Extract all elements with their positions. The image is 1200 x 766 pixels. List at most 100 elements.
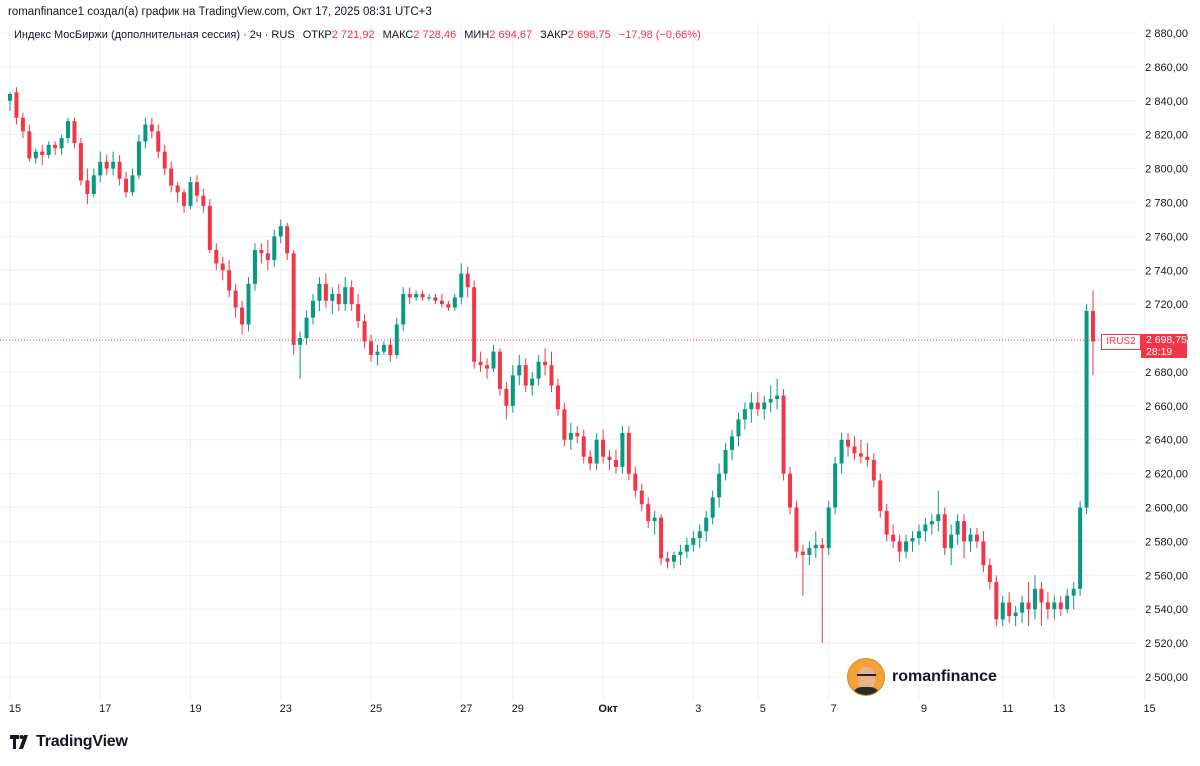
- legend-symbol: Индекс МосБиржи (дополнительная сессия) …: [14, 29, 295, 41]
- candle-up: [949, 524, 954, 566]
- candle-body: [485, 365, 490, 369]
- candle-body: [336, 293, 341, 305]
- symbol-legend[interactable]: Индекс МосБиржи (дополнительная сессия) …: [14, 29, 701, 41]
- candle-down: [259, 243, 264, 264]
- candle-body: [968, 534, 973, 542]
- candle-down: [865, 443, 870, 467]
- candle-body: [717, 473, 722, 498]
- candle-body: [20, 117, 25, 132]
- candle-body: [349, 287, 354, 305]
- candle-down: [27, 124, 32, 162]
- candle-body: [575, 432, 580, 437]
- candle-body: [897, 541, 902, 552]
- candle-down: [465, 266, 470, 298]
- candle-up: [723, 443, 728, 481]
- candle-up: [813, 531, 818, 559]
- candle-up: [1078, 500, 1083, 596]
- tradingview-logo[interactable]: TradingView: [10, 733, 128, 751]
- candle-up: [536, 355, 541, 386]
- candle-up: [684, 538, 689, 559]
- candle-up: [749, 392, 754, 423]
- candle-up: [381, 341, 386, 355]
- candle-down: [1091, 290, 1095, 376]
- candle-down: [478, 351, 483, 372]
- candle-body: [594, 439, 599, 464]
- candle-body: [536, 361, 541, 379]
- candle-body: [607, 456, 612, 461]
- candle-up: [59, 134, 64, 156]
- candle-body: [955, 521, 960, 535]
- candle-body: [1039, 588, 1044, 603]
- candle-body: [381, 344, 386, 352]
- candle-up: [730, 429, 734, 461]
- candle-down: [356, 293, 361, 328]
- candle-down: [20, 112, 25, 139]
- x-tick-label: 3: [695, 703, 701, 715]
- candles: [8, 87, 1095, 644]
- candle-body: [665, 558, 670, 562]
- candle-body: [710, 497, 715, 518]
- candle-body: [1071, 588, 1076, 596]
- candle-body: [633, 473, 638, 491]
- candle-up: [1071, 582, 1076, 610]
- candle-body: [459, 273, 464, 298]
- candle-body: [66, 121, 71, 139]
- candle-body: [601, 439, 606, 457]
- candle-down: [156, 124, 161, 159]
- candle-body: [136, 141, 141, 176]
- candle-body: [929, 521, 934, 525]
- candle-up: [188, 177, 193, 210]
- candle-down: [472, 280, 477, 369]
- candle-body: [691, 538, 696, 545]
- author-name: romanfinance: [892, 668, 997, 685]
- candle-up: [910, 531, 915, 552]
- candle-body: [188, 182, 193, 206]
- candle-body: [407, 293, 412, 298]
- y-tick-label: 2 860,00: [1145, 62, 1188, 74]
- candle-body: [730, 436, 734, 450]
- candle-down: [369, 334, 373, 362]
- candle-body: [1058, 602, 1063, 610]
- candle-down: [265, 239, 270, 271]
- candle-up: [736, 412, 741, 447]
- candle-body: [452, 297, 457, 308]
- candle-up: [697, 524, 702, 549]
- avatar: [847, 658, 885, 696]
- candle-down: [240, 300, 245, 335]
- candle-down: [388, 338, 393, 362]
- candle-body: [755, 402, 760, 410]
- candle-down: [1026, 582, 1031, 627]
- candle-up: [330, 287, 335, 315]
- candle-body: [233, 290, 238, 308]
- candle-body: [736, 419, 741, 437]
- candle-up: [375, 344, 380, 366]
- candle-body: [472, 287, 477, 362]
- candle-body: [504, 388, 509, 406]
- author-watermark: romanfinance: [847, 658, 997, 696]
- candle-body: [78, 143, 83, 181]
- candle-body: [723, 449, 728, 474]
- x-tick-label: 29: [512, 703, 524, 715]
- candle-body: [626, 432, 631, 474]
- candle-body: [124, 178, 129, 193]
- y-tick-label: 2 620,00: [1145, 469, 1188, 481]
- candle-up: [98, 151, 103, 183]
- candle-body: [149, 124, 154, 132]
- price-axis[interactable]: 2 880,00 2 860,00 2 840,00 2 820,00 2 800,00…: [1145, 28, 1188, 684]
- y-tick-label: 2 840,00: [1145, 96, 1188, 108]
- time-axis[interactable]: 15171923252729Окт357911131517: [9, 703, 1200, 715]
- y-tick-label: 2 540,00: [1145, 604, 1188, 616]
- candle-down: [1007, 592, 1012, 623]
- candle-down: [942, 507, 947, 555]
- candle-body: [182, 192, 187, 206]
- candle-up: [1065, 588, 1070, 613]
- candle-up: [427, 293, 432, 301]
- candle-body: [852, 446, 857, 454]
- candle-body: [420, 293, 425, 298]
- candle-body: [214, 249, 219, 264]
- ticker-tag: IRUS2: [1101, 334, 1141, 350]
- candle-down: [601, 429, 606, 464]
- candle-body: [543, 361, 548, 366]
- candle-down: [104, 155, 109, 176]
